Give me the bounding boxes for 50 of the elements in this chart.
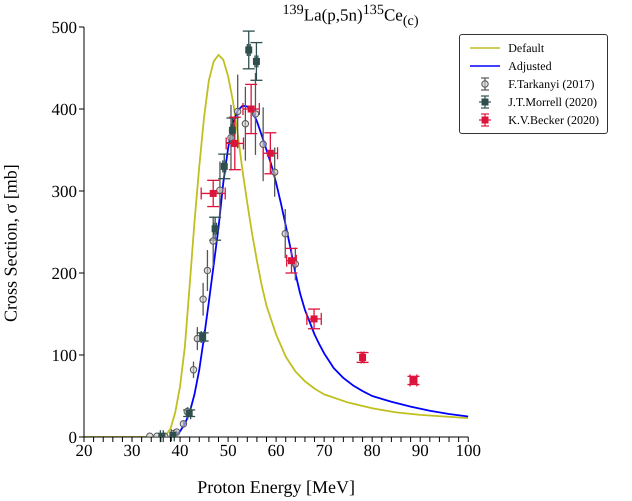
point xyxy=(234,108,242,116)
point xyxy=(228,126,236,134)
point xyxy=(180,420,188,428)
point xyxy=(199,333,206,340)
point xyxy=(199,296,207,303)
point xyxy=(410,376,417,384)
point xyxy=(227,134,235,142)
point xyxy=(190,366,198,374)
y-tick-label: 300 xyxy=(52,182,77,202)
point xyxy=(212,225,219,232)
point xyxy=(210,190,217,197)
x-tick-label: 80 xyxy=(364,441,381,460)
point xyxy=(242,120,250,128)
point xyxy=(210,237,217,245)
x-tick-label: 60 xyxy=(268,441,285,460)
point xyxy=(359,354,366,361)
point xyxy=(288,257,295,264)
x-tick-label: 70 xyxy=(316,441,333,460)
y-tick-label: 500 xyxy=(52,18,77,38)
point xyxy=(216,186,224,194)
legend-label: J.T.Morrell (2020) xyxy=(508,94,597,110)
x-tick-label: 40 xyxy=(172,441,189,460)
point xyxy=(204,266,212,274)
legend-label: F.Tarkanyi (2017) xyxy=(508,76,594,92)
point xyxy=(252,58,260,65)
point xyxy=(252,110,260,118)
y-tick-label: 200 xyxy=(52,264,77,284)
x-tick-label: 90 xyxy=(412,441,429,460)
x-tick-label: 30 xyxy=(124,441,141,460)
point xyxy=(248,106,255,112)
point xyxy=(231,140,238,147)
point xyxy=(245,46,252,54)
x-tick-label: 20 xyxy=(76,441,92,460)
x-axis-title: Proton Energy [MeV] xyxy=(197,477,355,497)
point xyxy=(270,168,278,176)
point xyxy=(259,140,267,148)
y-tick-label: 0 xyxy=(68,428,77,448)
legend-label: Adjusted xyxy=(508,58,552,74)
legend-label: K.V.Becker (2020) xyxy=(508,112,599,128)
chart-title: $^{139}$La(p,5n)$^{135}$Ce$_{(c)}$ xyxy=(281,2,420,30)
x-tick-label: 100 xyxy=(455,441,481,460)
point xyxy=(220,162,228,170)
x-tick-label: 50 xyxy=(220,441,237,460)
y-tick-label: 400 xyxy=(52,100,77,120)
legend-label: Default xyxy=(508,40,544,56)
point xyxy=(266,150,274,157)
y-axis-title: Cross Section, σ [mb] xyxy=(0,164,20,322)
point xyxy=(310,315,318,322)
point xyxy=(282,230,289,238)
y-tick-label: 100 xyxy=(52,346,77,366)
